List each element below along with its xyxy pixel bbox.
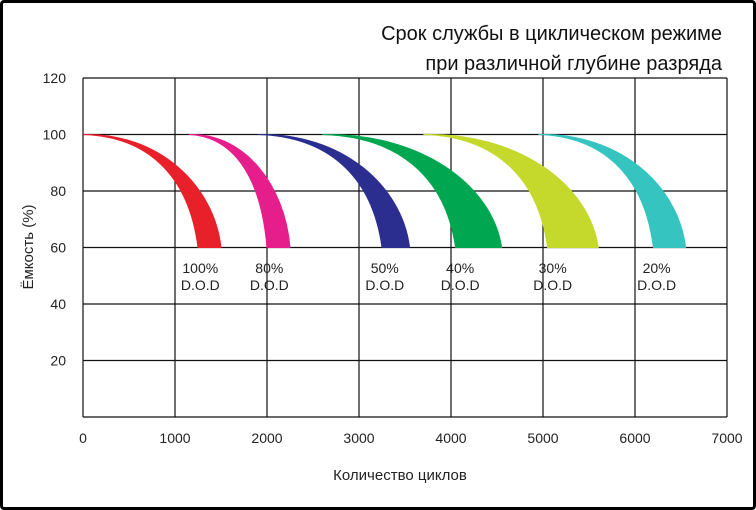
dod-band-1: [188, 133, 291, 248]
dod-band-2: [257, 133, 411, 248]
y-tick-label: 100: [43, 127, 67, 143]
y-tick-label: 80: [50, 183, 66, 199]
x-tick-label: 2000: [251, 430, 282, 446]
dod-label-percent: 50%: [371, 260, 399, 276]
chart-title-line-2: при различной глубине разряда: [425, 53, 722, 75]
x-tick-label: 5000: [527, 430, 558, 446]
y-tick-label: 20: [50, 353, 66, 369]
chart-title-line-1: Срок службы в циклическом режиме: [381, 23, 722, 45]
dod-label-text: D.O.D: [533, 277, 572, 293]
y-axis-label: Ёмкость (%): [20, 204, 37, 289]
dod-bands: [82, 133, 687, 248]
dod-label-percent: 100%: [182, 260, 218, 276]
dod-labels: 100%D.O.D80%D.O.D50%D.O.D40%D.O.D30%D.O.…: [181, 260, 676, 293]
dod-band-3: [322, 133, 503, 248]
x-tick-label: 4000: [435, 430, 466, 446]
y-tick-label: 40: [50, 296, 66, 312]
dod-label-percent: 40%: [446, 260, 474, 276]
x-tick-label: 7000: [711, 430, 742, 446]
dod-label-text: D.O.D: [441, 277, 480, 293]
x-axis-label: Количество циклов: [333, 467, 467, 484]
dod-band-4: [423, 133, 599, 248]
dod-label-percent: 20%: [643, 260, 671, 276]
x-tick-label: 1000: [159, 430, 190, 446]
dod-label-text: D.O.D: [365, 277, 404, 293]
x-tick-label: 3000: [343, 430, 374, 446]
dod-label-text: D.O.D: [637, 277, 676, 293]
dod-label-text: D.O.D: [250, 277, 289, 293]
x-tick-label: 6000: [619, 430, 650, 446]
axes: 0 1000 2000 3000 4000 5000 6000 7000 20 40 60 80 100…: [43, 70, 743, 446]
y-tick-label: 120: [43, 70, 67, 86]
x-tick-label: 0: [79, 430, 87, 446]
dod-band-0: [82, 133, 222, 248]
dod-label-percent: 80%: [255, 260, 283, 276]
dod-band-5: [538, 133, 687, 248]
y-tick-label: 60: [50, 240, 66, 256]
dod-label-text: D.O.D: [181, 277, 220, 293]
dod-label-percent: 30%: [539, 260, 567, 276]
